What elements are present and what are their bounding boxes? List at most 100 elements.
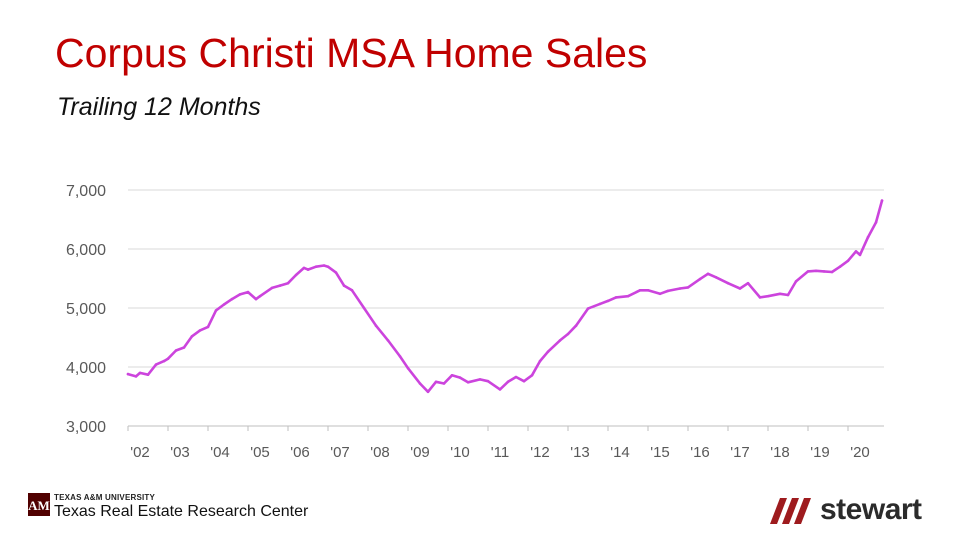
- data-point: [322, 264, 326, 267]
- data-point: [286, 281, 290, 285]
- data-point: [522, 379, 526, 383]
- data-point: [614, 296, 618, 299]
- slide-subtitle: Trailing 12 Months: [57, 93, 261, 121]
- x-tick-label: '10: [450, 444, 470, 461]
- data-point: [230, 297, 234, 301]
- data-point: [258, 294, 262, 298]
- data-point: [190, 335, 194, 338]
- x-tick-label: '12: [530, 444, 550, 461]
- series-layer: [126, 199, 884, 394]
- gridlines: [128, 189, 884, 368]
- data-point: [458, 376, 462, 379]
- y-tick-label: 6,000: [66, 242, 106, 259]
- data-point: [182, 346, 186, 349]
- data-point: [478, 378, 482, 381]
- data-point: [442, 382, 446, 385]
- data-point: [294, 273, 298, 277]
- y-tick-label: 7,000: [66, 183, 106, 200]
- data-point: [726, 281, 730, 285]
- data-point: [198, 329, 202, 332]
- x-tick-label: '08: [370, 444, 390, 461]
- data-point: [214, 309, 218, 312]
- series-line: [126, 199, 884, 394]
- data-point: [854, 250, 858, 253]
- x-tick-label: '06: [290, 444, 310, 461]
- data-point: [314, 265, 318, 269]
- data-point: [866, 235, 870, 239]
- data-point: [838, 265, 842, 269]
- tamu-university-label: TEXAS A&M UNIVERSITY: [54, 493, 156, 502]
- data-point: [302, 266, 306, 270]
- x-tick-label: '02: [130, 444, 150, 461]
- data-point: [830, 270, 834, 274]
- data-point: [386, 339, 390, 342]
- data-point: [766, 294, 770, 298]
- y-tick-label: 5,000: [66, 301, 106, 318]
- research-center-label: Texas Real Estate Research Center: [54, 503, 309, 520]
- data-point: [706, 272, 710, 276]
- data-point: [278, 284, 282, 287]
- data-point: [350, 289, 354, 292]
- x-tick-label: '05: [250, 444, 270, 461]
- data-point: [806, 270, 810, 273]
- stewart-wordmark: stewart: [820, 493, 922, 526]
- x-tick-label: '04: [210, 444, 230, 461]
- data-point: [162, 359, 166, 363]
- data-point: [786, 293, 790, 297]
- x-tick-label: '07: [330, 444, 350, 461]
- data-point: [598, 302, 602, 306]
- data-point: [206, 325, 210, 329]
- data-point: [246, 290, 250, 294]
- data-point: [698, 277, 702, 281]
- y-tick-label: 3,000: [66, 419, 106, 436]
- data-point: [778, 292, 782, 296]
- data-point: [514, 375, 518, 379]
- data-point: [146, 373, 150, 377]
- svg-text:AM: AM: [28, 498, 50, 513]
- data-point: [626, 294, 630, 298]
- data-point: [326, 265, 330, 269]
- data-point: [306, 268, 310, 271]
- axes: 3,000 4,000 5,000 6,000 7,000 '02 '03 '04 '05 '06…: [66, 183, 884, 461]
- x-tick-label: '03: [170, 444, 190, 461]
- x-tick-label: '17: [730, 444, 750, 461]
- data-point: [222, 303, 226, 306]
- data-point: [574, 324, 578, 328]
- data-point: [238, 293, 242, 296]
- tamu-logo-icon: AM: [28, 493, 50, 516]
- x-tick-label: '13: [570, 444, 590, 461]
- data-point: [538, 359, 542, 363]
- x-tick-label: '14: [610, 444, 630, 461]
- x-tick-label: '09: [410, 444, 430, 461]
- data-point: [174, 349, 178, 352]
- data-point: [606, 299, 610, 303]
- x-tick-label: '20: [850, 444, 870, 461]
- data-point: [822, 270, 826, 273]
- data-point: [126, 372, 130, 376]
- data-point: [666, 289, 670, 293]
- data-point: [738, 287, 742, 290]
- data-point: [638, 289, 642, 292]
- data-point: [166, 357, 170, 361]
- data-point: [658, 292, 662, 296]
- data-point: [714, 276, 718, 279]
- data-point: [506, 380, 510, 384]
- data-point: [138, 371, 142, 375]
- data-point: [686, 286, 690, 289]
- data-point: [880, 199, 884, 202]
- data-point: [646, 289, 650, 292]
- stewart-logo: stewart: [770, 493, 950, 528]
- x-tick-label: '11: [491, 444, 509, 461]
- data-point: [254, 297, 258, 301]
- data-point: [270, 286, 274, 290]
- data-point: [794, 280, 798, 283]
- data-point: [746, 281, 750, 285]
- data-point: [398, 355, 402, 358]
- data-point: [134, 375, 138, 378]
- stewart-slashes-icon: [770, 498, 811, 524]
- slide-title: Corpus Christi MSA Home Sales: [55, 30, 648, 76]
- data-point: [374, 324, 378, 328]
- data-point: [758, 296, 762, 299]
- data-point: [418, 382, 422, 385]
